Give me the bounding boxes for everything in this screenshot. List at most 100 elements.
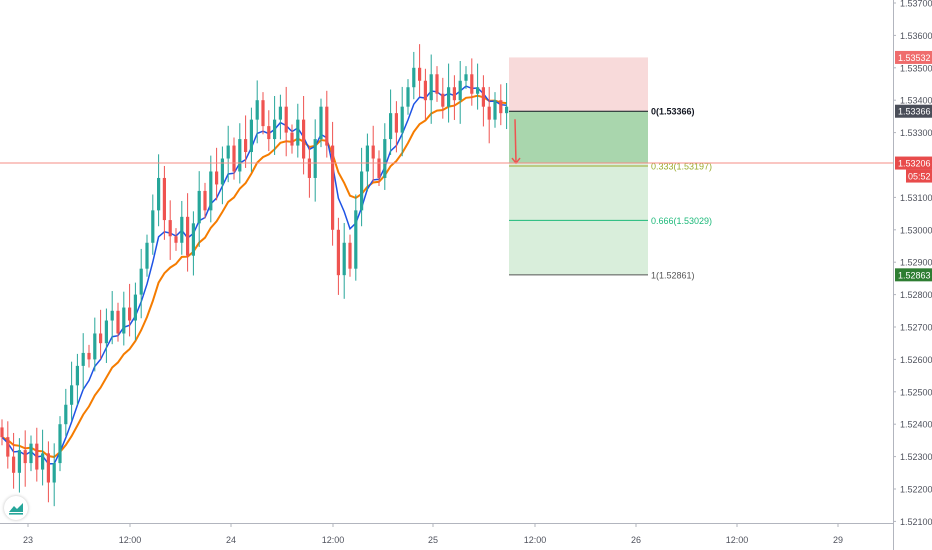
candle [441, 77, 445, 119]
candle [99, 309, 103, 360]
candle-body [139, 268, 143, 295]
candle [174, 228, 178, 251]
candle-body [278, 106, 282, 120]
candle [162, 165, 166, 240]
x-tick-label: 12:00 [524, 535, 547, 545]
candle-body [284, 106, 288, 133]
candle [487, 86, 491, 144]
fast-moving-average [1, 85, 507, 465]
candle-body [122, 307, 126, 334]
candle-body [267, 126, 271, 140]
candle [64, 388, 68, 437]
candle [52, 443, 56, 507]
candle-body [226, 145, 230, 159]
candle-body [174, 236, 178, 243]
candle [290, 124, 294, 154]
x-tick-label: 12:00 [119, 535, 142, 545]
fib-label: 0.333(1.53197) [651, 161, 712, 171]
candle [302, 95, 306, 175]
y-axis: 1.53700 1.53600 1.53500 1.53400 1.53300 1.531… [893, 0, 932, 527]
candle-body [29, 443, 33, 464]
candle-body [464, 74, 468, 81]
candle-body [505, 106, 509, 114]
current-price-tag-bg [895, 156, 932, 170]
candle [81, 333, 85, 390]
stop-price-tag: 1.53532 [898, 53, 931, 63]
candle-body [151, 210, 155, 243]
candle-body [394, 113, 398, 133]
candle [12, 432, 16, 489]
candle-body [476, 87, 480, 94]
candle [232, 137, 236, 180]
entry-price-tag: 1.53366 [898, 107, 931, 117]
candle-body [255, 100, 259, 120]
candle-body [406, 87, 410, 107]
stop-zone [509, 57, 648, 112]
stop-price-tag-bg [895, 50, 932, 64]
y-tick-label: 1.52800 [900, 290, 932, 300]
candle [278, 94, 282, 140]
candle [255, 80, 259, 144]
candle-body [290, 132, 294, 146]
target-price-tag-bg [895, 268, 932, 282]
candle [46, 441, 50, 503]
candle-body [93, 333, 97, 360]
candle-body [499, 100, 503, 114]
y-tick-label: 1.52700 [900, 323, 932, 333]
candle-body [487, 106, 491, 120]
x-tick-label: 12:00 [322, 535, 345, 545]
candle [116, 302, 120, 342]
candle-body [157, 177, 161, 211]
candle [464, 66, 468, 89]
candle [481, 75, 485, 127]
candle-body [383, 139, 387, 178]
candle-body [296, 119, 300, 146]
target-price-tag: 1.52863 [898, 270, 931, 280]
candle [145, 234, 149, 277]
candle [325, 90, 329, 158]
candle [452, 75, 456, 120]
candle-body [145, 242, 149, 269]
candle [284, 86, 288, 157]
candle [238, 123, 242, 184]
candle [499, 84, 503, 126]
candle [429, 54, 433, 124]
candle [133, 282, 137, 341]
candle [58, 416, 62, 472]
candle [418, 44, 422, 97]
candle [157, 154, 161, 227]
x-tick-label: 26 [631, 535, 641, 545]
countdown-tag-bg [906, 169, 932, 183]
candle [41, 429, 45, 486]
candle [313, 119, 317, 202]
candle [394, 101, 398, 153]
y-tick-label: 1.53500 [900, 63, 932, 73]
candle [400, 86, 404, 157]
candle-body [313, 139, 317, 178]
candle [319, 98, 323, 148]
candle-body [354, 210, 358, 269]
candle-body [75, 365, 79, 386]
candle-body [104, 320, 108, 344]
y-tick-label: 1.53400 [900, 96, 932, 106]
candle [267, 110, 271, 152]
profit-zone [509, 111, 648, 164]
fib-label: 0(1.53366) [651, 107, 695, 117]
y-tick-label: 1.53600 [900, 31, 932, 41]
candle [215, 147, 219, 201]
candle [360, 147, 364, 227]
y-tick-label: 1.53100 [900, 193, 932, 203]
slow-moving-average [1, 94, 507, 459]
candle-body [215, 171, 219, 185]
candle-body [52, 463, 56, 483]
candle [307, 146, 311, 198]
candles [0, 44, 509, 507]
candle-body [360, 171, 364, 211]
candle-body [331, 145, 335, 230]
candle [348, 234, 352, 277]
candle-body [470, 74, 474, 94]
candle [383, 123, 387, 190]
tradingview-logo[interactable] [4, 496, 28, 520]
candle-body [481, 87, 485, 107]
